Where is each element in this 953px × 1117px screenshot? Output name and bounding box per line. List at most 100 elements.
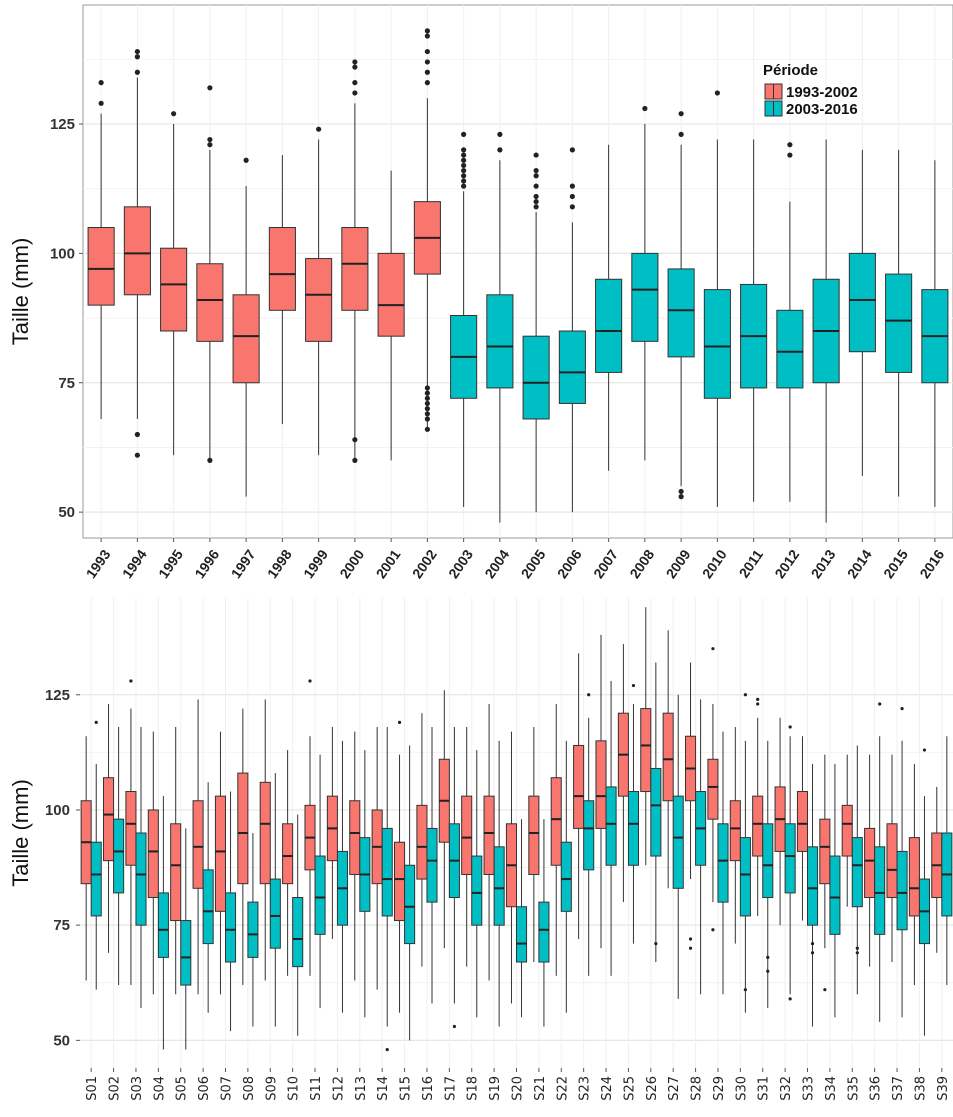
box-2002-outlier <box>424 395 430 401</box>
x-tick-label-S13: S13 <box>354 1076 369 1101</box>
box-1994-outlier <box>134 452 140 458</box>
box-2002-outlier <box>424 28 430 34</box>
box-S06-2003-2016-box <box>202 869 214 945</box>
x-tick-label-S23: S23 <box>578 1076 593 1101</box>
x-tick-label-S05: S05 <box>175 1076 190 1101</box>
box-1999-outlier <box>316 126 322 132</box>
x-tick-label-S18: S18 <box>466 1076 481 1101</box>
x-tick-label-2006: 2006 <box>554 546 585 581</box>
box-S13-1993-2002-box <box>349 800 361 875</box>
box-S21-2003-2016-box <box>538 901 550 963</box>
box-2000-outlier <box>352 437 358 443</box>
box-S25-2003-2016-box <box>627 791 639 866</box>
box-S04-1993-2002-box <box>147 809 159 899</box>
box-S06-1993-2002-box <box>192 800 204 889</box>
box-S15-1993-2002-outlier <box>397 720 402 725</box>
box-2000-outlier <box>352 64 358 70</box>
x-tick-label-S04: S04 <box>152 1076 167 1101</box>
box-2008-outlier <box>642 105 648 112</box>
box-2004-outlier <box>497 131 503 137</box>
box-S34-1993-2002-box <box>819 818 831 885</box>
x-tick-label-S30: S30 <box>734 1076 749 1101</box>
box-S11-2003-2016-box <box>314 855 326 935</box>
box-2008-box <box>631 252 659 342</box>
box-2006-box <box>558 330 586 404</box>
box-2003-outlier <box>461 178 467 184</box>
x-tick-label-S08: S08 <box>242 1076 257 1101</box>
x-tick-label-2012: 2012 <box>771 546 802 581</box>
x-tick-label-S09: S09 <box>264 1076 279 1101</box>
box-2002-outlier <box>424 390 430 396</box>
box-S35-2003-2016-box <box>851 837 863 908</box>
box-2002-outlier <box>424 48 430 55</box>
box-S30-2003-2016-outlier <box>743 988 747 992</box>
box-1994-outlier <box>134 69 140 75</box>
box-S27-1993-2002-box <box>662 712 674 802</box>
x-tick-label-S02: S02 <box>108 1076 123 1101</box>
x-tick-label-S06: S06 <box>197 1076 212 1101</box>
box-S07-1993-2002-box <box>214 795 227 912</box>
box-S15-1993-2002-box <box>394 841 406 922</box>
box-S29-2003-2016-box <box>717 823 729 903</box>
box-S05-2003-2016-box <box>180 920 192 986</box>
box-2005-outlier <box>533 193 539 200</box>
box-2002-outlier <box>424 411 430 417</box>
box-2005-outlier <box>533 167 539 174</box>
box-1995-box <box>160 247 188 332</box>
box-S23-1993-2002-box <box>573 744 585 829</box>
box-S01-2003-2016-box <box>90 841 102 917</box>
x-tick-label-S16: S16 <box>421 1076 436 1101</box>
box-S08-2003-2016-box <box>247 901 259 958</box>
box-2001-box <box>377 252 405 337</box>
y-tick-label: 125 <box>45 687 70 704</box>
box-S04-2003-2016-box <box>157 892 169 958</box>
box-2005-outlier <box>533 152 539 158</box>
x-tick-label-S03: S03 <box>130 1076 145 1101</box>
box-S35-1993-2002-box <box>841 804 853 857</box>
box-S03-1993-2002-outlier <box>129 679 133 683</box>
box-2006-outlier <box>569 193 575 200</box>
box-2002-outlier <box>424 59 430 65</box>
x-tick-label-S14: S14 <box>376 1076 391 1101</box>
box-2003-outlier <box>461 147 467 153</box>
box-2003-outlier <box>461 167 467 174</box>
legend: Période 1993-2002 2003-2016 <box>763 62 858 118</box>
box-S08-1993-2002-box <box>237 772 249 885</box>
box-S24-1993-2002-box <box>595 740 607 829</box>
box-1996-outlier <box>207 136 213 143</box>
box-2009-box <box>667 268 695 358</box>
x-tick-label-S29: S29 <box>712 1076 727 1101</box>
box-2014-box <box>848 252 876 353</box>
box-1995-outlier <box>171 111 177 117</box>
x-tick-label-S21: S21 <box>533 1076 548 1101</box>
box-2005-outlier <box>533 183 539 189</box>
box-2003-outlier <box>461 162 467 169</box>
box-S14-2003-2016-box <box>381 827 393 917</box>
box-S37-2003-2016-outlier <box>900 706 904 711</box>
box-S30-1993-2002-box <box>729 800 741 862</box>
x-tick-label-S22: S22 <box>555 1076 570 1101</box>
x-tick-label-S26: S26 <box>645 1076 660 1101</box>
x-tick-label-1996: 1996 <box>191 546 222 581</box>
box-2002-outlier <box>424 33 430 39</box>
box-2005-outlier <box>533 199 539 205</box>
x-tick-label-1998: 1998 <box>264 546 295 581</box>
x-tick-label-S10: S10 <box>287 1076 302 1101</box>
box-2002-outlier <box>424 69 430 75</box>
box-2002-outlier <box>424 80 430 86</box>
box-1993-outlier <box>98 100 104 106</box>
box-S32-2003-2016-outlier <box>788 725 792 729</box>
y-tick-label: 100 <box>45 802 70 819</box>
box-S01-2003-2016-outlier <box>94 720 98 725</box>
box-S09-1993-2002-box <box>259 781 271 885</box>
x-tick-label-1993: 1993 <box>83 546 114 581</box>
box-S17-2003-2016-outlier <box>452 1024 456 1029</box>
box-S22-1993-2002-box <box>550 777 562 866</box>
x-tick-label-S25: S25 <box>622 1076 637 1101</box>
box-1994-outlier <box>134 48 140 55</box>
box-2010-box <box>703 289 731 399</box>
x-tick-label-S39: S39 <box>936 1076 951 1101</box>
box-S37-2003-2016-box <box>896 850 908 931</box>
box-S05-1993-2002-box <box>170 823 182 922</box>
